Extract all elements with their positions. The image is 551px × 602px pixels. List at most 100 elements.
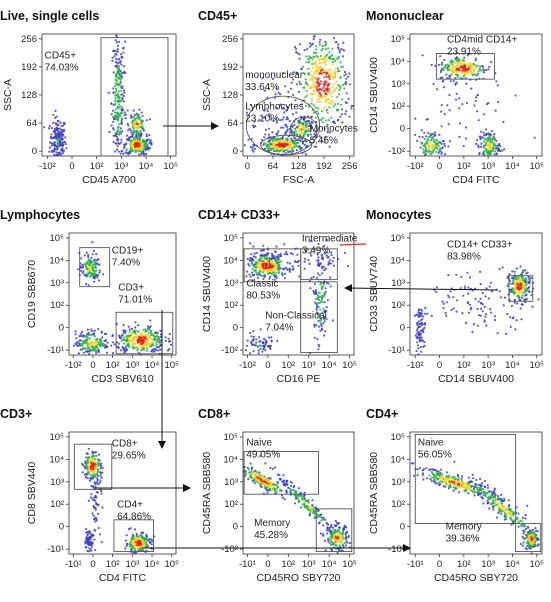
x-tick-label: 10⁵ [529,161,544,172]
event-dot [280,126,283,129]
event-dot [477,300,480,303]
event-dot [100,330,103,333]
event-dot [285,142,288,146]
event-dot [283,498,286,501]
event-dot [334,74,337,77]
event-dot [339,61,342,64]
event-dot [56,148,59,151]
event-dot [95,503,98,506]
event-dot [430,138,433,141]
event-dot [495,144,498,147]
event-dot [318,325,321,328]
event-dot [488,136,491,139]
event-dot [111,109,115,112]
event-dot [502,148,506,151]
event-dot [310,97,314,100]
event-dot [60,153,63,156]
event-dot [134,145,137,149]
event-dot [250,468,253,471]
event-dot [474,298,477,301]
event-dot [455,92,458,95]
event-dot [90,260,94,263]
event-dot [249,462,252,465]
event-dot [327,69,330,72]
event-dot [327,83,330,87]
event-dot [119,105,122,108]
event-dot [130,548,133,551]
event-dot [511,317,514,320]
event-dot [134,321,137,324]
panel-title: Live, single cells [0,9,99,23]
event-dot [264,133,267,136]
event-dot [319,38,322,41]
event-dot [308,122,311,125]
event-dot [348,83,351,86]
event-dot [108,130,111,133]
event-dot [148,134,151,137]
event-dot [249,275,252,278]
event-dot [113,118,116,121]
event-dot [86,477,89,480]
x-tick-label: 10⁴ [322,360,337,371]
event-dot [114,134,117,137]
event-dot [124,539,127,542]
event-dot [498,290,501,293]
event-dot [100,476,103,479]
event-dot [114,39,117,42]
event-dot [463,64,466,67]
event-dot [307,61,311,64]
event-dot [307,67,310,71]
event-dot [294,45,297,49]
event-dot [516,302,519,305]
event-dot [305,144,309,147]
event-dot [251,473,254,476]
y-tick-label: 256 [222,34,238,45]
event-dot [291,149,294,152]
event-dot [296,141,299,144]
event-dot [85,265,88,268]
event-dot [302,495,305,498]
event-dot [320,324,323,328]
event-dot [312,104,315,107]
event-dot [444,64,447,67]
event-dot [94,483,97,486]
event-dot [508,273,511,276]
x-tick-label: 10³ [302,360,316,371]
event-dot [310,70,313,73]
event-dot [53,153,56,156]
event-dot [130,327,134,330]
event-dot [522,269,525,272]
event-dot [450,59,453,62]
event-dot [125,134,129,137]
event-dot [317,305,320,308]
gate-percent: 23.91% [447,47,481,58]
event-dot [261,260,264,263]
event-dot [294,497,297,500]
event-dot [475,142,478,145]
event-dot [478,65,482,68]
event-dot [302,122,305,125]
event-dot [425,118,428,121]
event-dot [57,144,60,147]
event-dot [328,131,331,134]
event-dot [308,87,311,90]
event-dot [119,86,122,89]
event-dot [259,257,262,260]
event-dot [423,137,426,140]
event-dot [268,139,271,142]
event-dot [95,454,98,457]
event-dot [324,48,327,51]
event-dot [293,123,296,126]
event-dot [298,137,301,140]
event-dot [446,104,449,107]
event-dot [473,104,476,107]
y-tick-label: -10² [388,146,405,157]
event-dot [261,341,264,345]
event-dot [284,131,287,134]
event-dot [249,331,252,334]
event-dot [499,144,502,147]
y-tick-label: 0 [233,522,238,533]
event-dot [478,152,481,155]
event-dot [157,349,160,352]
